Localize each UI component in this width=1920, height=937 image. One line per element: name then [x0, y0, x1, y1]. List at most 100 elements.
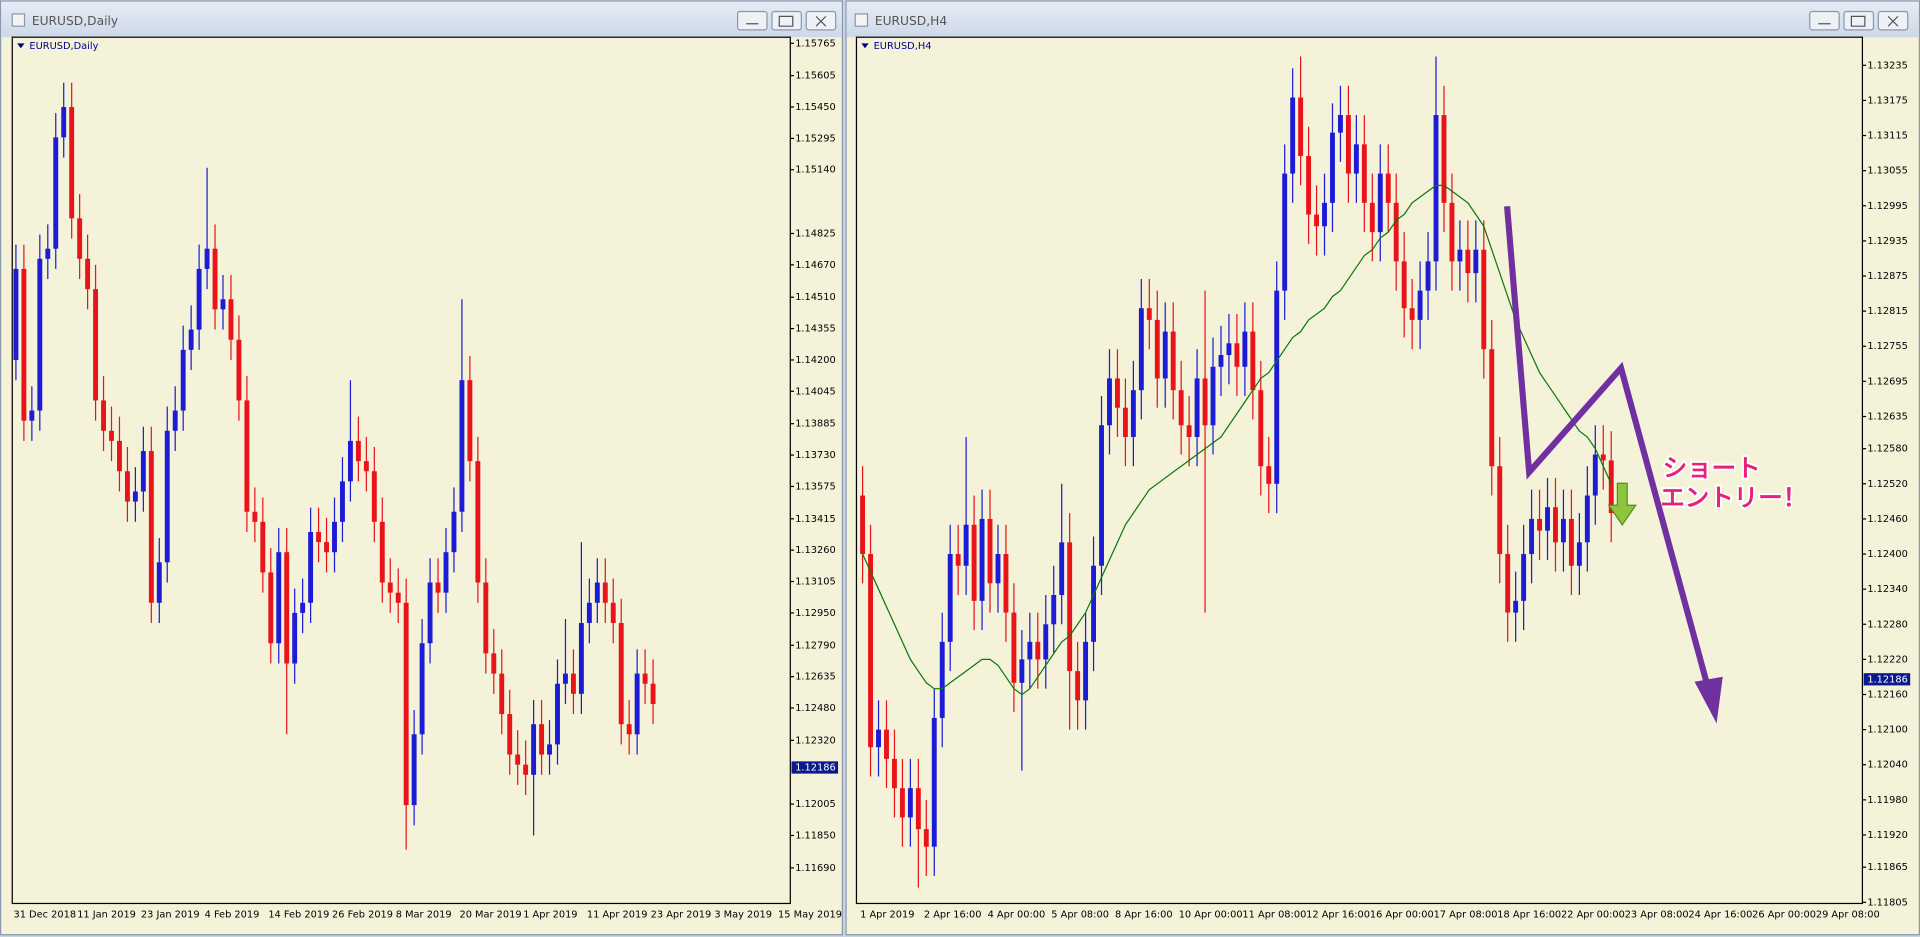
y-tick-label: 1.13730 — [795, 450, 836, 461]
y-tick-label: 1.14355 — [795, 324, 836, 335]
candle-body — [1146, 308, 1152, 320]
zigzag-arrow — [1504, 206, 1715, 703]
candle-body — [443, 552, 449, 593]
x-tick-label: 8 Mar 2019 — [396, 909, 452, 920]
candle-body — [1178, 390, 1184, 426]
candle-body — [451, 511, 457, 553]
candle-body — [884, 729, 889, 759]
y-tick-label: 1.14670 — [795, 260, 836, 271]
candle-body — [1425, 261, 1431, 291]
y-tick-label: 1.12400 — [1867, 549, 1908, 560]
candle-body — [1497, 466, 1503, 555]
candle-body — [987, 518, 993, 584]
y-tick-label: 1.12320 — [795, 735, 836, 746]
candle-body — [539, 724, 545, 755]
candle-body — [1465, 249, 1471, 274]
candle-body — [196, 268, 202, 330]
y-tick-label: 1.12100 — [1867, 725, 1908, 736]
candle-body — [1266, 466, 1272, 484]
y-tick-label: 1.13175 — [1867, 95, 1908, 106]
candle-body — [1330, 132, 1335, 203]
x-tick-label: 26 Apr 00:00 — [1752, 909, 1816, 920]
menu-arrow — [17, 43, 25, 49]
y-tick-label: 1.12635 — [795, 672, 836, 683]
candle-body — [1337, 115, 1343, 133]
window-title: EURUSD,H4 — [875, 14, 947, 28]
candle-body — [891, 758, 897, 789]
candle-body — [1600, 454, 1606, 461]
candle-body — [1282, 173, 1288, 291]
candle-body — [316, 531, 322, 543]
entry-arrow — [1607, 482, 1637, 526]
candle-body — [1361, 144, 1367, 203]
x-tick-label: 26 Feb 2019 — [332, 909, 393, 920]
candle-body — [61, 107, 67, 138]
candle-body — [1075, 671, 1081, 701]
x-tick-label: 1 Apr 2019 — [860, 909, 914, 920]
candle-body — [547, 744, 552, 755]
candle-body — [1353, 144, 1359, 174]
candle-body — [1584, 495, 1590, 543]
candle-body — [1314, 214, 1320, 227]
symbol-label: EURUSD,H4 — [874, 41, 932, 52]
candle-body — [507, 714, 513, 755]
candle-body — [1210, 366, 1216, 426]
candle-body — [1234, 343, 1240, 367]
candle-body — [1576, 542, 1582, 566]
candle-body — [634, 673, 640, 735]
candle-body — [586, 602, 592, 624]
candle-body — [1114, 378, 1120, 408]
candle-body — [1242, 331, 1248, 367]
menu-arrow — [861, 43, 869, 49]
candle-body — [1568, 518, 1574, 566]
candle-body — [132, 491, 138, 502]
candle-body — [899, 788, 905, 818]
candle-body — [642, 673, 648, 684]
moving-average — [862, 184, 1612, 696]
x-tick-label: 16 Apr 00:00 — [1370, 909, 1434, 920]
candle-body — [1107, 378, 1112, 426]
candle-body — [876, 729, 881, 748]
candle-body — [387, 582, 393, 593]
candle-body — [308, 531, 314, 603]
y-tick-label: 1.12040 — [1867, 760, 1908, 771]
candle-body — [915, 788, 921, 830]
candle-body — [1377, 173, 1383, 233]
candle-body — [340, 481, 345, 522]
x-tick-label: 23 Jan 2019 — [141, 909, 200, 920]
annotation: エントリー！ — [1660, 483, 1807, 512]
candle-body — [284, 552, 290, 664]
candle-body — [1345, 115, 1351, 174]
candle-body — [1186, 425, 1192, 437]
y-tick-label: 1.11865 — [1867, 862, 1908, 873]
y-tick-label: 1.14045 — [795, 386, 836, 397]
candle-body — [276, 552, 282, 644]
y-tick-label: 1.11920 — [1867, 830, 1908, 841]
x-tick-label: 2 Apr 16:00 — [924, 909, 982, 920]
candle-body — [947, 554, 953, 642]
candle-body — [180, 349, 186, 411]
y-tick-label: 1.13575 — [795, 481, 836, 492]
restore-button[interactable] — [1843, 10, 1875, 31]
current-price-marker — [1863, 673, 1911, 686]
candle-body — [570, 673, 576, 694]
x-tick-label: 24 Apr 16:00 — [1688, 909, 1752, 920]
candle-body — [515, 754, 521, 765]
y-tick-label: 1.15450 — [795, 102, 836, 113]
y-tick-label: 1.12005 — [795, 799, 836, 810]
candle-body — [1441, 115, 1447, 203]
restore-button[interactable] — [771, 10, 802, 31]
candle-body — [1401, 261, 1407, 309]
candle-body — [1051, 595, 1057, 625]
minimize-button[interactable] — [737, 10, 768, 31]
candle-body — [1545, 507, 1550, 531]
x-tick-label: 10 Apr 00:00 — [1179, 909, 1243, 920]
x-tick-label: 11 Apr 08:00 — [1242, 909, 1306, 920]
minimize-button[interactable] — [1809, 10, 1840, 31]
candle-body — [979, 518, 985, 601]
candle-body — [939, 641, 945, 718]
candle-body — [907, 788, 913, 818]
y-tick-label: 1.13415 — [795, 514, 836, 525]
y-tick-label: 1.15765 — [795, 38, 836, 49]
